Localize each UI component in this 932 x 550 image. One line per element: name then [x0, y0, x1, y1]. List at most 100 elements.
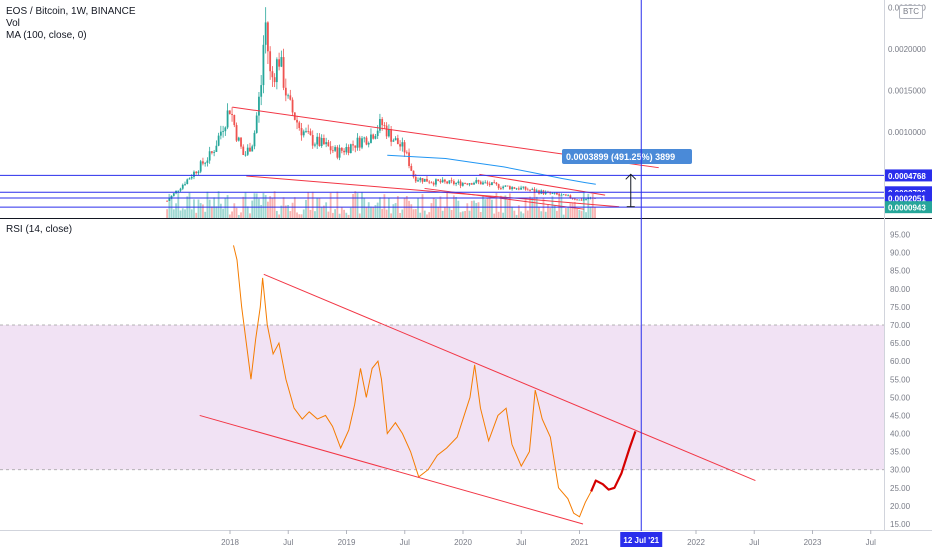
volume-bar: [318, 197, 321, 218]
candle-body: [450, 180, 453, 182]
symbol-legend[interactable]: EOS / Bitcoin, 1W, BINANCE: [6, 6, 136, 17]
candle-body: [443, 179, 446, 182]
candle-body: [361, 138, 363, 148]
volume-bar: [488, 198, 491, 218]
candle-body: [275, 59, 278, 83]
volume-bar: [403, 198, 406, 218]
volume-bar: [237, 214, 240, 218]
candle-body: [457, 181, 460, 184]
candle-body: [376, 130, 379, 137]
ma-legend[interactable]: MA (100, close, 0): [6, 30, 87, 41]
price-label-bg: [885, 169, 932, 182]
rsi-tick-label: 65.00: [890, 339, 911, 348]
candle-body: [347, 147, 350, 154]
candle-body: [336, 147, 339, 158]
candle-body: [202, 161, 204, 164]
volume-bar: [345, 212, 348, 218]
volume-bar: [511, 206, 514, 218]
volume-bar: [524, 199, 527, 218]
candle-body: [430, 182, 433, 184]
candle-body: [468, 183, 471, 185]
candle-body: [556, 192, 558, 195]
volume-bar: [428, 212, 431, 218]
volume-bar: [531, 197, 534, 218]
candle-body: [580, 199, 583, 201]
volume-bar: [491, 199, 493, 218]
volume-bar: [578, 209, 581, 218]
rsi-legend[interactable]: RSI (14, close): [6, 224, 73, 235]
rsi-pane[interactable]: [0, 245, 884, 525]
price-pane[interactable]: 0.0003899 (491.25%) 3899: [0, 7, 884, 218]
candle-body: [316, 136, 319, 145]
candle-body: [446, 181, 449, 184]
time-tick-label: 2022: [687, 538, 705, 547]
candle-body: [193, 171, 195, 177]
volume-bar: [289, 211, 292, 218]
candle-body: [237, 137, 240, 141]
rsi-projection: [590, 430, 637, 492]
volume-bar: [495, 192, 498, 218]
candle-body: [535, 190, 538, 192]
rsi-tick-label: 20.00: [890, 502, 911, 511]
volume-bar: [307, 192, 310, 218]
volume-bar: [358, 213, 361, 218]
volume-bar: [493, 213, 496, 218]
candle-body: [383, 125, 386, 126]
volume-bar: [202, 204, 204, 218]
candle-body: [231, 113, 233, 116]
volume-bar: [497, 211, 500, 218]
volume-bar: [376, 202, 379, 218]
candle-body: [208, 151, 211, 161]
candle-body: [491, 182, 493, 186]
candle-body: [412, 170, 415, 177]
time-tick-label: 2023: [804, 538, 822, 547]
candle-body: [520, 187, 522, 190]
volume-bar: [372, 207, 375, 218]
candle-body: [571, 198, 574, 199]
volume-legend[interactable]: Vol: [6, 18, 20, 29]
currency-badge[interactable]: BTC: [899, 5, 923, 19]
volume-bar: [296, 212, 298, 218]
volume-bar: [208, 199, 211, 218]
candle-body: [213, 151, 216, 153]
volume-bar: [197, 199, 200, 218]
candle-body: [495, 182, 498, 185]
volume-bar: [562, 214, 565, 218]
volume-bar: [538, 206, 540, 218]
candle-body: [367, 142, 370, 145]
candle-body: [215, 145, 218, 152]
candle-body: [387, 129, 390, 137]
volume-bar: [477, 202, 480, 218]
candle-body: [479, 181, 482, 185]
volume-bar: [441, 210, 444, 218]
candle-body: [365, 137, 368, 145]
candle-body: [325, 142, 328, 145]
volume-bar: [284, 205, 287, 218]
volume-bar: [253, 193, 256, 218]
volume-bar: [329, 192, 332, 218]
candle-body: [302, 131, 305, 136]
volume-bar: [544, 211, 547, 218]
rsi-tick-label: 70.00: [890, 321, 911, 330]
volume-bar: [222, 208, 224, 218]
candle-body: [253, 132, 256, 147]
candle-body: [278, 59, 281, 67]
volume-bar: [484, 199, 487, 218]
candle-body: [258, 96, 260, 116]
candle-body: [246, 147, 249, 155]
candle-body: [370, 134, 372, 143]
candle-body: [255, 115, 258, 133]
candle-body: [497, 184, 500, 189]
volume-bar: [246, 206, 249, 218]
volume-bar: [567, 207, 570, 218]
volume-bar: [275, 210, 278, 218]
volume-bar: [430, 203, 433, 218]
candle-body: [435, 179, 437, 185]
candle-body: [500, 188, 502, 189]
candle-body: [455, 183, 457, 185]
candle-body: [432, 182, 435, 185]
candle-body: [262, 44, 265, 86]
volume-bar: [231, 211, 233, 218]
candle-body: [573, 198, 576, 200]
